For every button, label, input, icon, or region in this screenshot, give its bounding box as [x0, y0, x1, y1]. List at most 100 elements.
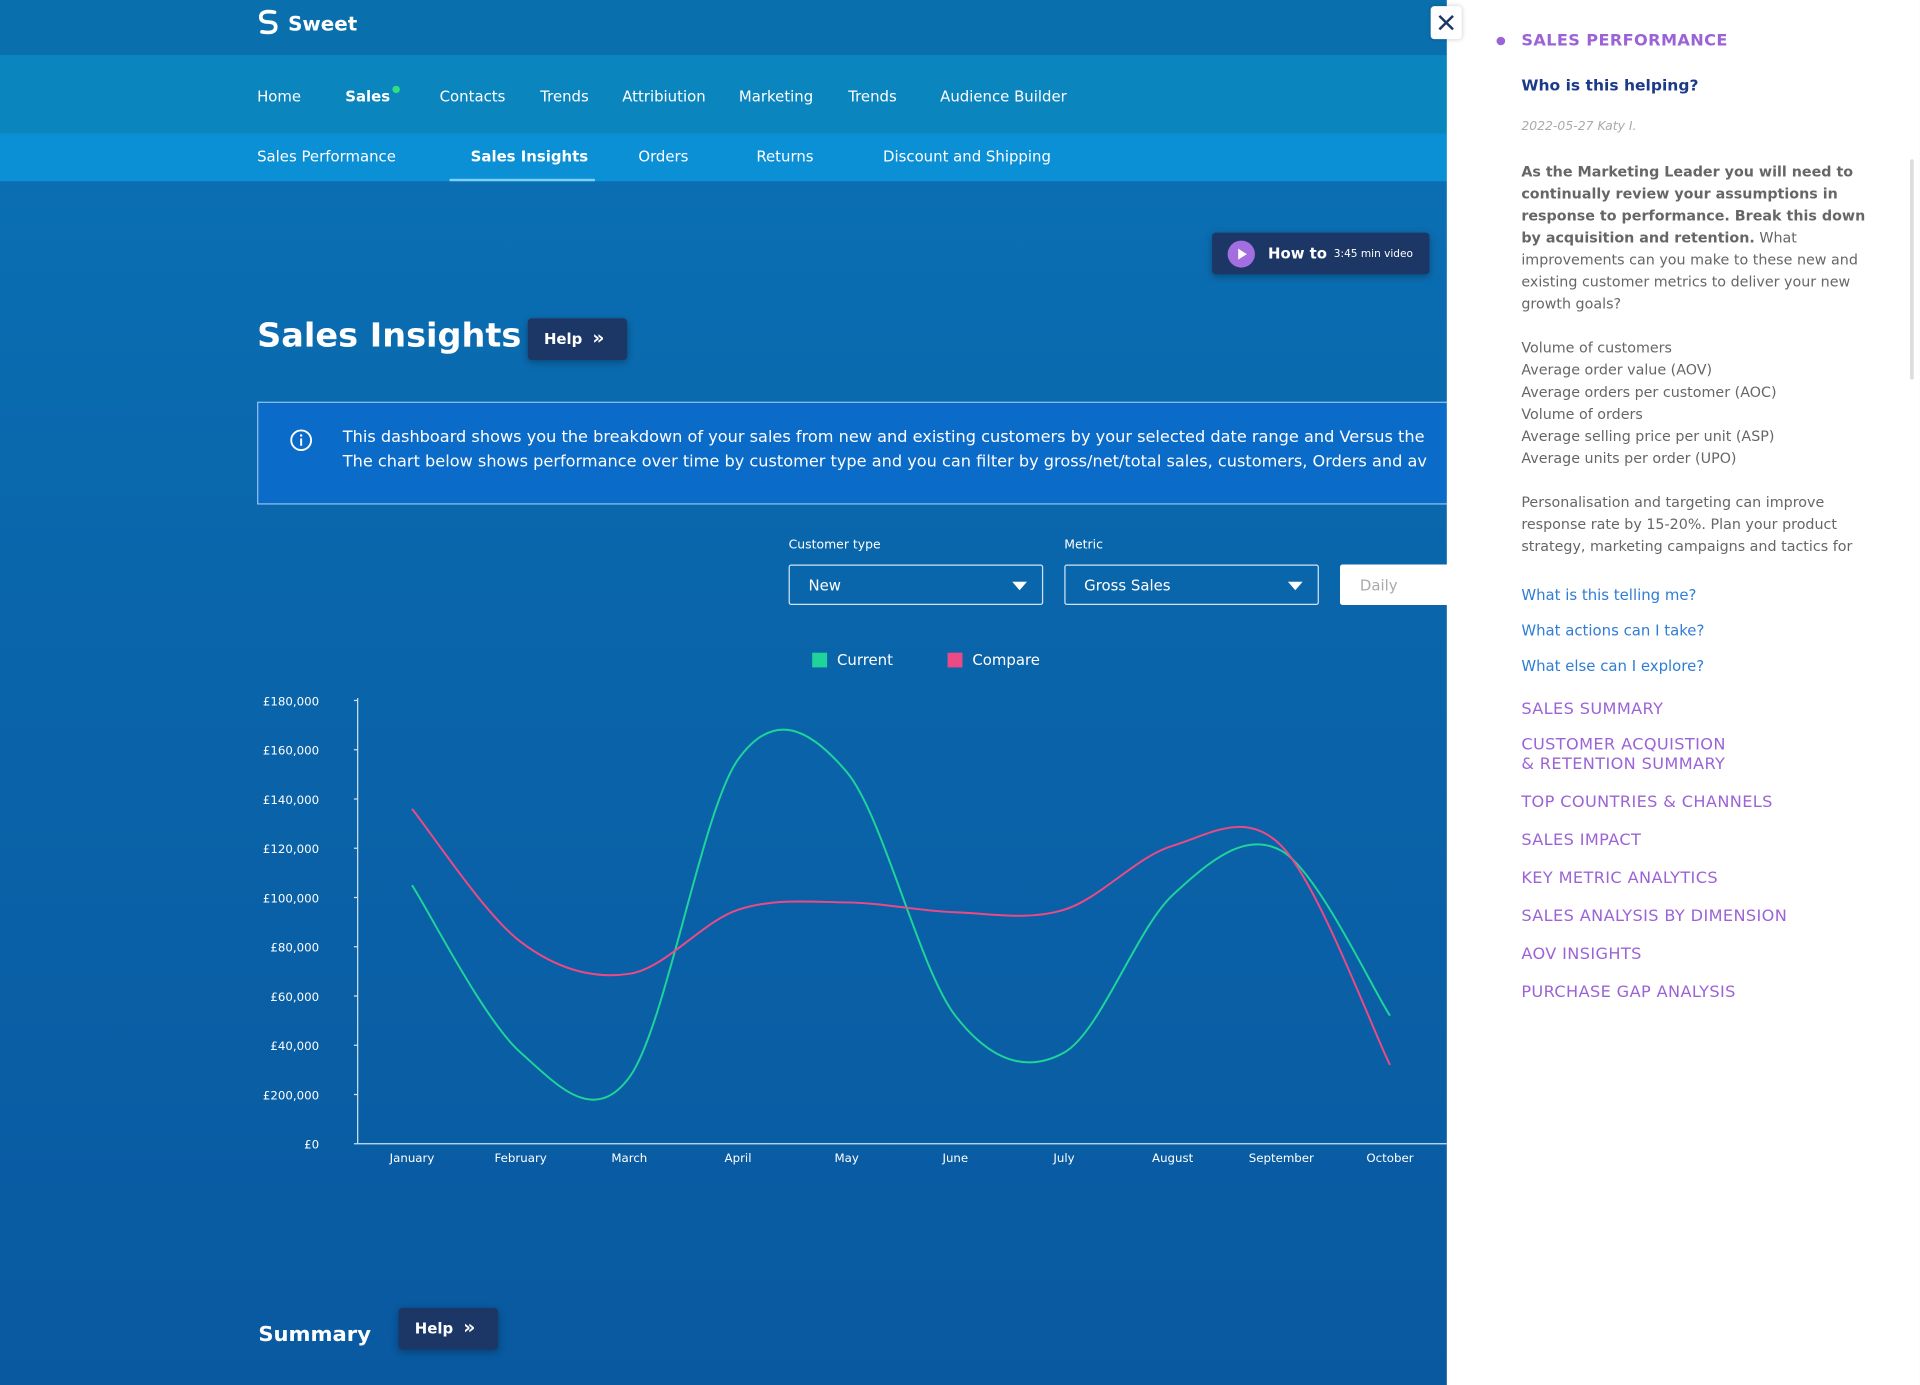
panel-section: SALES PERFORMANCE [1521, 31, 1728, 51]
metric-item: Volume of orders [1521, 405, 1643, 423]
page-title: Sales Insights [257, 317, 522, 356]
panel-section-link[interactable]: SALES SUMMARY [1521, 700, 1664, 719]
x-tick-label: June [941, 1151, 968, 1165]
metric-item: Average order value (AOV) [1521, 361, 1713, 379]
panel-section-link[interactable]: TOP COUNTRIES & CHANNELS [1521, 793, 1773, 812]
nav-item[interactable]: Home [257, 88, 302, 106]
help-button[interactable]: Help » [398, 1307, 499, 1350]
panel-section-link[interactable]: AOV INSIGHTS [1521, 945, 1642, 964]
video-duration: 3:45 min video [1333, 248, 1413, 261]
panel-note: Personalisation and targeting can improv… [1521, 493, 1853, 555]
y-tick-label: £40,000 [270, 1039, 319, 1053]
legend-label: Current [837, 652, 893, 669]
close-button[interactable] [1430, 6, 1462, 40]
x-tick-label: March [611, 1151, 647, 1165]
nav-item[interactable]: Trends [540, 88, 589, 106]
sub-nav-item[interactable]: Discount and Shipping [882, 148, 1051, 166]
filter-label: Metric [1064, 538, 1103, 553]
x-tick-label: February [495, 1151, 547, 1165]
x-tick-label: October [1366, 1151, 1413, 1165]
y-tick-label: £0 [304, 1138, 319, 1152]
top-bar [0, 0, 1447, 56]
close-icon [1438, 15, 1454, 31]
panel-section-link[interactable]: CUSTOMER ACQUISTION & RETENTION SUMMARY [1521, 735, 1726, 774]
y-tick-label: £80,000 [270, 941, 319, 955]
brand: Sweet [288, 12, 358, 36]
summary-title: Summary [258, 1322, 371, 1348]
section-dot [1496, 36, 1506, 46]
filter-label: Customer type [788, 538, 881, 553]
panel-section-link[interactable]: PURCHASE GAP ANALYSIS [1521, 983, 1736, 1002]
series-line [411, 808, 1391, 1066]
legend-swatch [812, 652, 828, 668]
info-text: The chart below shows performance over t… [342, 453, 1427, 472]
video-button[interactable]: How to 3:45 min video [1212, 232, 1430, 275]
y-tick-label: £160,000 [263, 744, 319, 758]
nav-item[interactable]: Attribiution [622, 88, 706, 106]
y-tick-label: £200,000 [263, 1088, 319, 1102]
sub-nav-item[interactable]: Returns [756, 148, 814, 166]
active-dot [392, 85, 400, 94]
chevrons: » [592, 326, 605, 350]
x-tick-label: September [1249, 1151, 1314, 1165]
metric-item: Volume of customers [1521, 339, 1672, 357]
info-text: This dashboard shows you the breakdown o… [342, 428, 1425, 447]
legend-swatch [947, 652, 963, 668]
help-button[interactable]: Help » [527, 318, 628, 361]
intro-text: What improvements can you make to these … [1521, 229, 1858, 313]
nav-item[interactable]: Sales [345, 88, 391, 106]
nav-item[interactable]: Contacts [439, 88, 506, 106]
scrollbar [1910, 159, 1914, 380]
logo-icon [258, 9, 278, 35]
caret [1287, 581, 1303, 591]
panel-link[interactable]: What actions can I take? [1521, 622, 1705, 640]
series-line [411, 728, 1391, 1101]
metric-list: Volume of customers Average order value (… [1521, 337, 1887, 469]
caret [1012, 581, 1028, 591]
dropdown-value: Daily [1359, 576, 1398, 594]
sub-nav-item[interactable]: Orders [638, 148, 689, 166]
panel-section-link[interactable]: SALES IMPACT [1521, 831, 1642, 850]
dropdown[interactable]: New [788, 564, 1044, 605]
nav-item[interactable]: Audience Builder [940, 88, 1067, 106]
tab-underline [449, 178, 595, 182]
dropdown-value: Gross Sales [1084, 576, 1171, 594]
x-tick-label: April [725, 1151, 752, 1165]
chevrons: » [463, 1316, 476, 1339]
metric-item: Average orders per customer (AOC) [1521, 383, 1777, 401]
panel-section-link[interactable]: KEY METRIC ANALYTICS [1521, 869, 1718, 888]
info-icon [290, 429, 313, 451]
info-box: This dashboard shows you the breakdown o… [257, 401, 1462, 505]
x-tick-label: May [834, 1151, 858, 1165]
nav-item[interactable]: Trends [848, 88, 897, 106]
dropdown-value: New [808, 576, 841, 594]
panel-question: Who is this helping? [1521, 75, 1699, 95]
panel-link[interactable]: What is this telling me? [1521, 586, 1697, 604]
nav-bar [0, 55, 1447, 134]
nav-item[interactable]: Marketing [738, 88, 814, 106]
help-label: Help [414, 1320, 454, 1338]
y-tick-label: £100,000 [263, 891, 319, 905]
help-panel: SALES PERFORMANCE Who is this helping? 2… [1430, 0, 1920, 1385]
sub-nav-bar [0, 133, 1447, 182]
panel-intro: As the Marketing Leader you will need to… [1521, 160, 1887, 314]
x-tick-label: July [1052, 1151, 1074, 1165]
y-tick-label: £140,000 [263, 793, 319, 807]
dropdown[interactable]: Gross Sales [1064, 564, 1319, 605]
help-label: Help [543, 330, 583, 348]
panel-meta: 2022-05-27 Katy I. [1521, 120, 1637, 134]
y-tick-label: £120,000 [263, 842, 319, 856]
x-tick-label: January [389, 1151, 435, 1165]
sub-nav-item[interactable]: Sales Performance [257, 148, 396, 166]
legend-label: Compare [972, 652, 1040, 669]
panel-link[interactable]: What else can I explore? [1521, 657, 1705, 675]
play-icon [1227, 240, 1255, 268]
panel-section-link[interactable]: SALES ANALYSIS BY DIMENSION [1521, 907, 1788, 926]
chart: £0 £200,000 £40,000 £60,000 £80,000 £100,000 £… [263, 652, 1447, 1165]
metric-item: Average selling price per unit (ASP) [1521, 427, 1775, 445]
sub-nav-item[interactable]: Sales Insights [470, 148, 589, 166]
y-tick-label: £60,000 [270, 990, 319, 1004]
